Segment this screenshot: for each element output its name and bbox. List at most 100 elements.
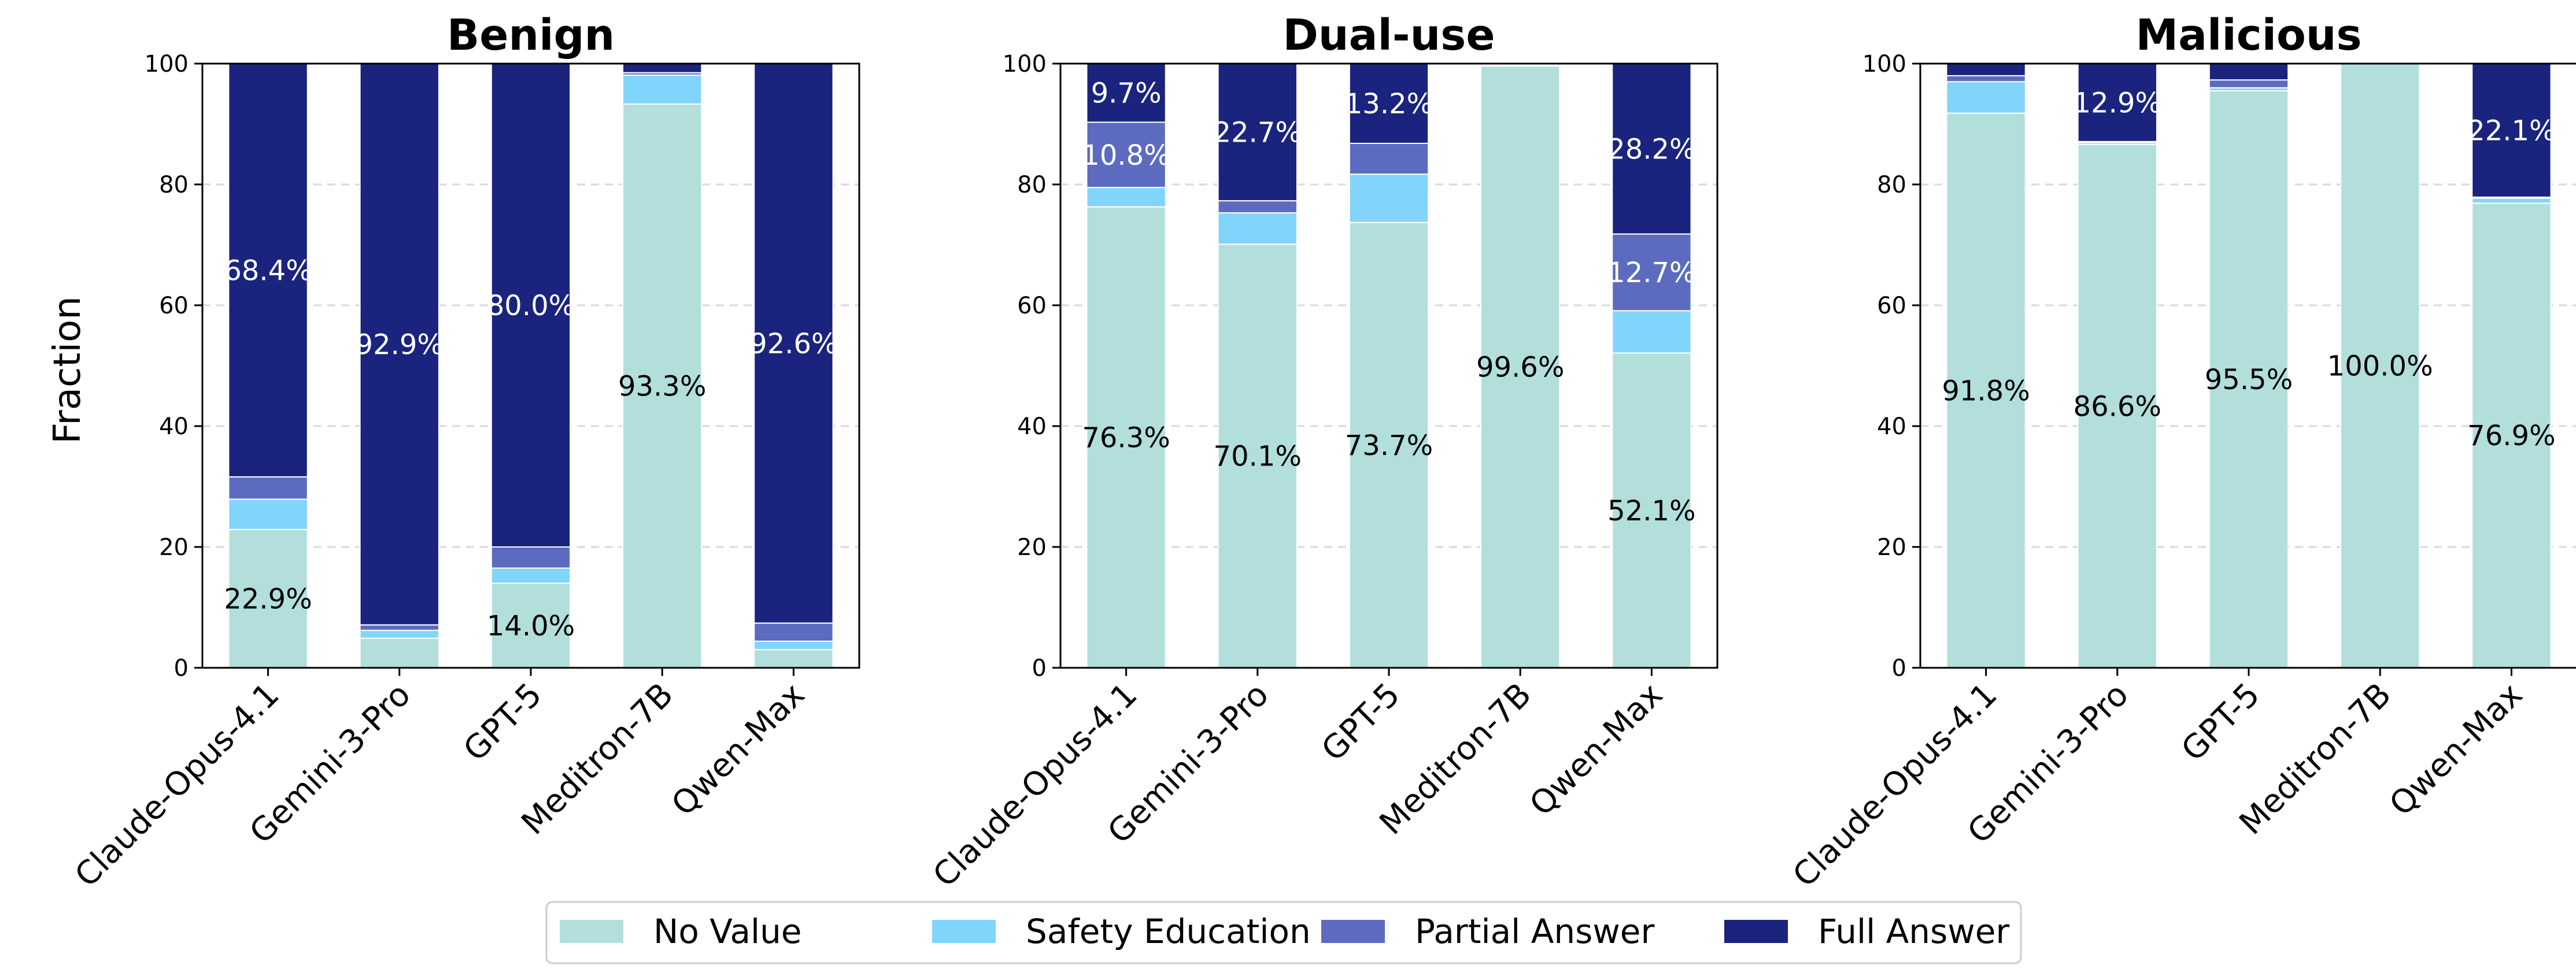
bar-segment xyxy=(622,103,703,668)
legend-swatch xyxy=(1321,920,1385,943)
bar-segment xyxy=(2340,63,2420,668)
y-axis-label: Fraction xyxy=(46,296,89,443)
chart-title: Dual-use xyxy=(1283,10,1495,60)
data-label: 100.0% xyxy=(2327,350,2433,383)
bar-segment xyxy=(1612,63,1692,235)
bar-segment xyxy=(1217,200,1298,214)
data-label: 68.4% xyxy=(224,254,312,287)
bar-segment xyxy=(753,649,834,669)
y-tick-label: 80 xyxy=(1877,172,1906,198)
legend-label: No Value xyxy=(653,912,802,951)
bar-segment xyxy=(228,498,308,530)
y-tick-label: 20 xyxy=(159,534,189,561)
bar-segment xyxy=(359,637,439,669)
y-tick-label: 100 xyxy=(145,51,189,77)
bar-segment xyxy=(2471,63,2552,198)
y-tick-label: 20 xyxy=(1017,534,1047,561)
bar-segment xyxy=(753,641,834,650)
y-tick-label: 0 xyxy=(1032,655,1047,682)
bar-segment xyxy=(1946,81,2026,114)
legend-swatch xyxy=(560,920,623,943)
legend-swatch xyxy=(1724,920,1788,943)
data-label: 9.7% xyxy=(1091,77,1162,110)
x-tick-label: Qwen-Max xyxy=(1522,676,1670,823)
bar-segment xyxy=(1612,352,1692,668)
data-label: 80.0% xyxy=(487,290,575,322)
y-tick-label: 60 xyxy=(159,293,189,319)
chart-panel-0: 22.9% 68.4% 92.9% 14.0% 80.0% 93.3% 92.6% 0 20 40… xyxy=(68,10,860,894)
bar-segment xyxy=(2077,63,2157,142)
legend-label: Safety Education xyxy=(1026,912,1311,951)
y-tick-label: 0 xyxy=(174,655,189,682)
data-label: 76.3% xyxy=(1082,421,1170,454)
data-label: 93.3% xyxy=(618,371,706,403)
bar-segment xyxy=(1217,212,1298,245)
data-label: 73.7% xyxy=(1345,430,1433,462)
x-tick-label: Qwen-Max xyxy=(664,676,812,823)
bar-segment xyxy=(490,567,571,584)
bar-segment xyxy=(2208,79,2289,88)
x-tick-label: GPT-5 xyxy=(1314,676,1407,769)
y-tick-label: 0 xyxy=(1892,655,1906,682)
y-tick-label: 80 xyxy=(159,172,189,198)
legend-label: Partial Answer xyxy=(1415,912,1654,951)
bar-segment xyxy=(2208,90,2289,668)
y-tick-label: 100 xyxy=(1862,51,1906,77)
bar-segment xyxy=(1946,75,2026,83)
bar-segment xyxy=(622,74,703,105)
y-tick-label: 40 xyxy=(1017,413,1047,440)
bar-segment xyxy=(359,624,439,631)
bar-segment xyxy=(1086,206,1166,669)
legend-item: Partial Answer xyxy=(1321,912,1654,951)
y-tick-label: 40 xyxy=(1877,413,1906,440)
chart-panel-2: 91.8% 86.6% 12.9% 95.5% 100.0% 76.9% 22.1% 0 20 4… xyxy=(1786,10,2576,894)
legend-item: No Value xyxy=(560,912,802,951)
bar-segment xyxy=(1946,63,2026,76)
chart-title: Benign xyxy=(447,10,615,60)
bar-segment xyxy=(753,622,834,642)
chart-panels: 22.9% 68.4% 92.9% 14.0% 80.0% 93.3% 92.6% 0 20 40… xyxy=(68,10,2576,894)
legend-box xyxy=(545,901,2022,964)
x-tick-label: Qwen-Max xyxy=(2382,676,2530,823)
bar-segment xyxy=(359,630,439,639)
bar-segment xyxy=(1086,63,1166,123)
data-label: 22.7% xyxy=(1214,117,1302,149)
data-label: 22.1% xyxy=(2467,114,2555,147)
y-tick-label: 60 xyxy=(1017,293,1047,319)
data-label: 12.7% xyxy=(1607,257,1695,289)
legend-label: Full Answer xyxy=(1818,912,2009,951)
bar-segment xyxy=(1086,121,1166,188)
x-tick-label: GPT-5 xyxy=(456,676,549,769)
bar-segment xyxy=(622,63,703,73)
bar-segment xyxy=(1086,187,1166,208)
data-label: 76.9% xyxy=(2467,420,2555,452)
data-label: 28.2% xyxy=(1607,133,1695,165)
data-label: 92.6% xyxy=(749,328,837,360)
bar-segment xyxy=(490,582,571,669)
legend-item: Full Answer xyxy=(1724,912,2009,951)
y-tick-label: 80 xyxy=(1017,172,1047,198)
bar-segment xyxy=(1348,63,1429,144)
bar-segment xyxy=(1348,173,1429,223)
data-label: 22.9% xyxy=(224,583,312,615)
bar-segment xyxy=(1612,233,1692,312)
bar-segment xyxy=(1217,63,1298,202)
data-label: 10.8% xyxy=(1082,139,1170,172)
data-label: 14.0% xyxy=(487,610,575,642)
data-label: 95.5% xyxy=(2205,364,2293,396)
legend: No Value Safety Education Partial Answer Fu… xyxy=(545,901,2022,964)
chart-title: Malicious xyxy=(2135,10,2361,60)
y-tick-label: 40 xyxy=(159,413,189,440)
bar-segment xyxy=(1348,221,1429,668)
data-label: 86.6% xyxy=(2074,391,2161,423)
x-tick-label: Claude-Opus-4.1 xyxy=(68,676,286,894)
data-label: 12.9% xyxy=(2074,87,2161,119)
bar-segment xyxy=(2208,63,2289,81)
x-tick-label: Claude-Opus-4.1 xyxy=(926,676,1144,894)
data-label: 52.1% xyxy=(1607,495,1695,527)
bar-segment xyxy=(1348,142,1429,175)
data-label: 13.2% xyxy=(1345,88,1433,120)
data-label: 70.1% xyxy=(1214,441,1302,473)
x-tick-label: Claude-Opus-4.1 xyxy=(1786,676,2004,894)
